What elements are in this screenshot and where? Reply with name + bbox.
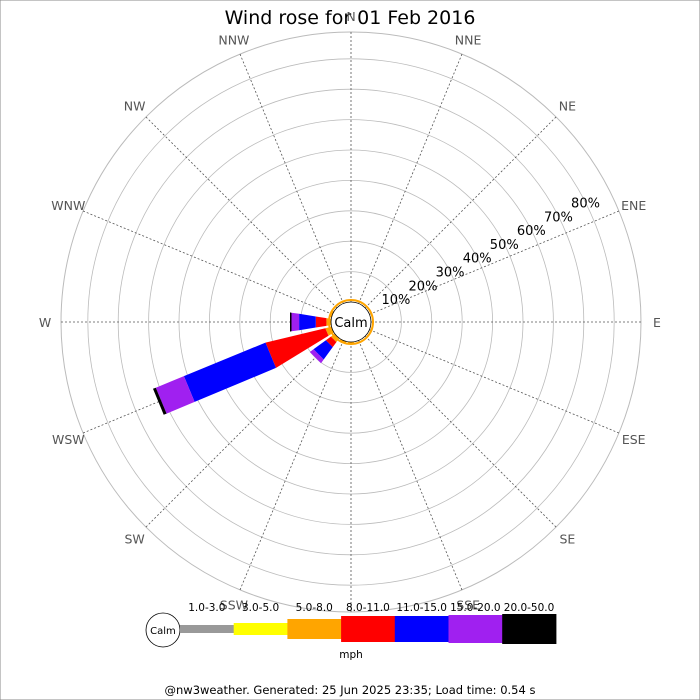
petal-segment-w-20.0-50.0 [290,312,292,332]
radial-tick-label: 50% [490,238,519,253]
legend-label-5.0-8.0: 5.0-8.0 [296,602,333,614]
chart-title: Wind rose for 01 Feb 2016 [225,7,476,29]
spoke-ene [369,210,620,315]
legend-swatch-15.0-20.0 [448,615,503,643]
direction-label-ssw: SSW [220,598,248,613]
direction-label-se: SE [559,531,575,546]
petal-w [290,312,331,332]
direction-label-ene: ENE [621,198,646,213]
direction-label-nnw: NNW [218,32,249,47]
legend-units: mph [339,649,363,661]
petal-segment-sw-11.0-15.0 [313,340,333,360]
petal-segment-wsw-8.0-11.0 [265,328,329,368]
spoke-nw [145,116,338,309]
radial-tick-label: 40% [463,252,492,267]
radial-tick-label: 10% [381,293,410,308]
petal-segment-wsw-15.0-20.0 [155,376,195,414]
wind-petals [153,310,355,415]
ring-30 [239,210,463,434]
petal-segment-sw-15.0-20.0 [309,349,324,364]
calm-ring [328,299,374,345]
calm-circle [330,301,372,343]
radial-tick-label: 20% [409,279,438,294]
direction-label-sw: SW [124,531,144,546]
legend-swatch-20.0-50.0 [502,614,557,644]
direction-label-w: W [39,315,51,330]
spoke-se [364,335,557,528]
petal-wsw [153,326,334,415]
speed-legend: Calm 1.0-3.0 3.0-5.0 5.0-8.0 8.0-11.0 11.0-15… [145,602,557,661]
petal-segment-wsw-11.0-15.0 [183,342,276,402]
radial-tick-label: 80% [571,197,600,212]
spoke-sw [145,335,338,528]
radial-grid [60,31,642,613]
legend-swatch-3.0-5.0 [233,623,288,635]
direction-label-wsw: WSW [52,432,85,447]
direction-label-n: N [346,9,355,24]
petal-segment-wsw-20.0-50.0 [153,387,167,415]
legend-swatch-8.0-11.0 [341,616,396,642]
legend-swatch-11.0-15.0 [394,616,449,642]
direction-label-nw: NW [124,99,146,114]
legend-label-11.0-15.0: 11.0-15.0 [396,602,447,614]
spoke-ssw [239,340,344,591]
direction-label-ne: NE [559,99,576,114]
spoke-nnw [239,53,344,304]
spoke-ese [369,329,620,434]
direction-label-sse: SSE [456,598,480,613]
radial-tick-label: 30% [436,266,465,281]
ring-60 [148,119,554,525]
legend-label-3.0-5.0: 3.0-5.0 [242,602,279,614]
legend-swatch-5.0-8.0 [287,619,342,639]
spoke-sse [358,340,463,591]
legend-label-20.0-50.0: 20.0-50.0 [504,602,555,614]
petal-segment-sw-8.0-11.0 [325,336,337,348]
spoke-wnw [82,210,333,315]
calm-label: Calm [334,316,367,331]
ring-80 [87,58,615,586]
footer-text: @nw3weather. Generated: 25 Jun 2025 23:3… [165,683,536,697]
legend-label-15.0-20.0: 15.0-20.0 [450,602,501,614]
radial-tick-label: 70% [544,210,573,225]
calm-center: Calm [328,299,374,345]
spoke-ne [364,116,557,309]
petal-segment-w-8.0-11.0 [315,316,327,328]
legend-calm-label: Calm [150,626,176,637]
direction-label-nne: NNE [455,32,482,47]
direction-label-wnw: WNW [51,198,85,213]
legend-label-8.0-11.0: 8.0-11.0 [346,602,390,614]
legend-swatch-1.0-3.0 [180,625,235,633]
direction-label-ese: ESE [622,432,646,447]
petal-segment-w-15.0-20.0 [291,312,300,332]
direction-label-e: E [653,315,661,330]
radial-tick-label: 60% [517,224,546,239]
spoke-nne [358,53,463,304]
legend-label-1.0-3.0: 1.0-3.0 [188,602,225,614]
petal-segment-w-11.0-15.0 [299,313,316,331]
